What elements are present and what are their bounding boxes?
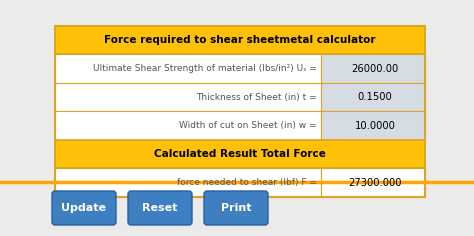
Text: Ultimate Shear Strength of material (lbs/in²) Uₛ =: Ultimate Shear Strength of material (lbs… [92, 64, 317, 73]
FancyBboxPatch shape [55, 26, 425, 55]
FancyBboxPatch shape [55, 55, 321, 83]
FancyBboxPatch shape [55, 140, 425, 169]
FancyBboxPatch shape [128, 191, 192, 225]
FancyBboxPatch shape [55, 83, 321, 111]
FancyBboxPatch shape [52, 191, 116, 225]
FancyBboxPatch shape [55, 111, 321, 140]
Text: Update: Update [62, 203, 107, 213]
Text: Force required to shear sheetmetal calculator: Force required to shear sheetmetal calcu… [104, 35, 376, 45]
Text: Width of cut on Sheet (in) w =: Width of cut on Sheet (in) w = [179, 121, 317, 130]
Text: Thickness of Sheet (in) t =: Thickness of Sheet (in) t = [196, 93, 317, 102]
Text: Print: Print [221, 203, 251, 213]
FancyBboxPatch shape [55, 169, 321, 197]
FancyBboxPatch shape [204, 191, 268, 225]
Text: 10.0000: 10.0000 [355, 121, 396, 131]
FancyBboxPatch shape [321, 83, 425, 111]
Text: Reset: Reset [142, 203, 178, 213]
Text: Calculated Result Total Force: Calculated Result Total Force [154, 149, 326, 159]
Text: 26000.00: 26000.00 [352, 64, 399, 74]
FancyBboxPatch shape [321, 55, 425, 83]
Text: 27300.000: 27300.000 [348, 178, 402, 188]
Text: 0.1500: 0.1500 [358, 92, 392, 102]
FancyBboxPatch shape [321, 111, 425, 140]
FancyBboxPatch shape [321, 169, 425, 197]
Text: force needed to shear (lbf) F =: force needed to shear (lbf) F = [176, 178, 317, 187]
